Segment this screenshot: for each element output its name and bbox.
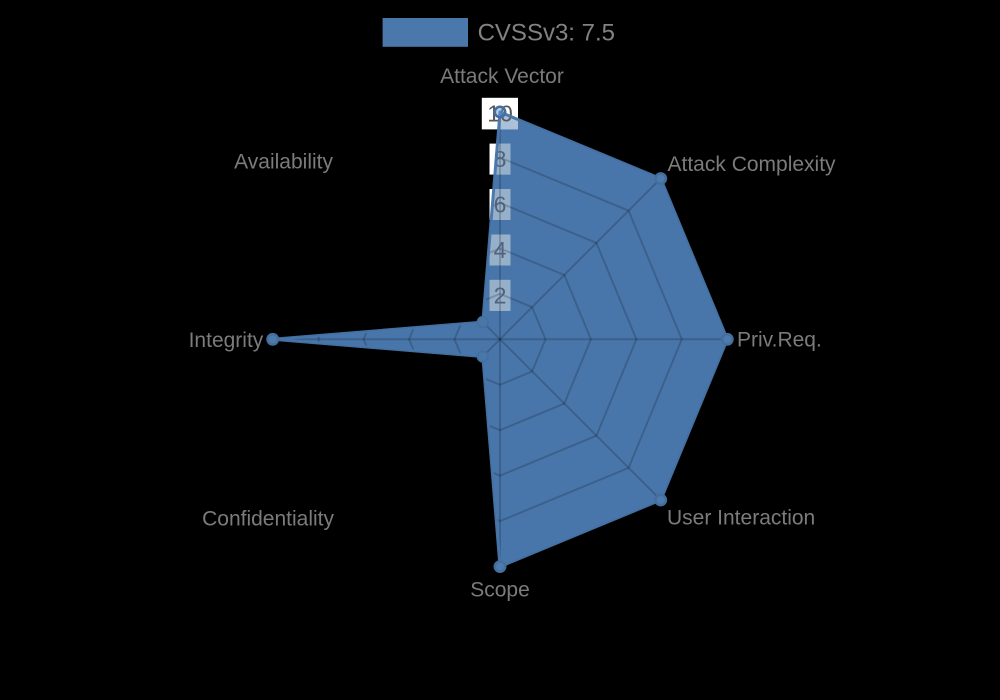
svg-text:Attack Vector: Attack Vector [440,65,564,88]
svg-text:2: 2 [494,282,507,308]
svg-text:Availability: Availability [234,151,333,174]
svg-text:6: 6 [494,192,507,218]
svg-text:Confidentiality: Confidentiality [202,508,334,531]
svg-text:Attack Complexity: Attack Complexity [668,153,837,176]
svg-text:CVSSv3: 7.5: CVSSv3: 7.5 [478,20,615,47]
svg-text:4: 4 [494,237,507,263]
svg-text:Integrity: Integrity [189,329,264,352]
svg-text:Priv.Req.: Priv.Req. [737,329,822,352]
svg-text:User Interaction: User Interaction [667,507,815,530]
svg-text:Scope: Scope [470,579,530,602]
